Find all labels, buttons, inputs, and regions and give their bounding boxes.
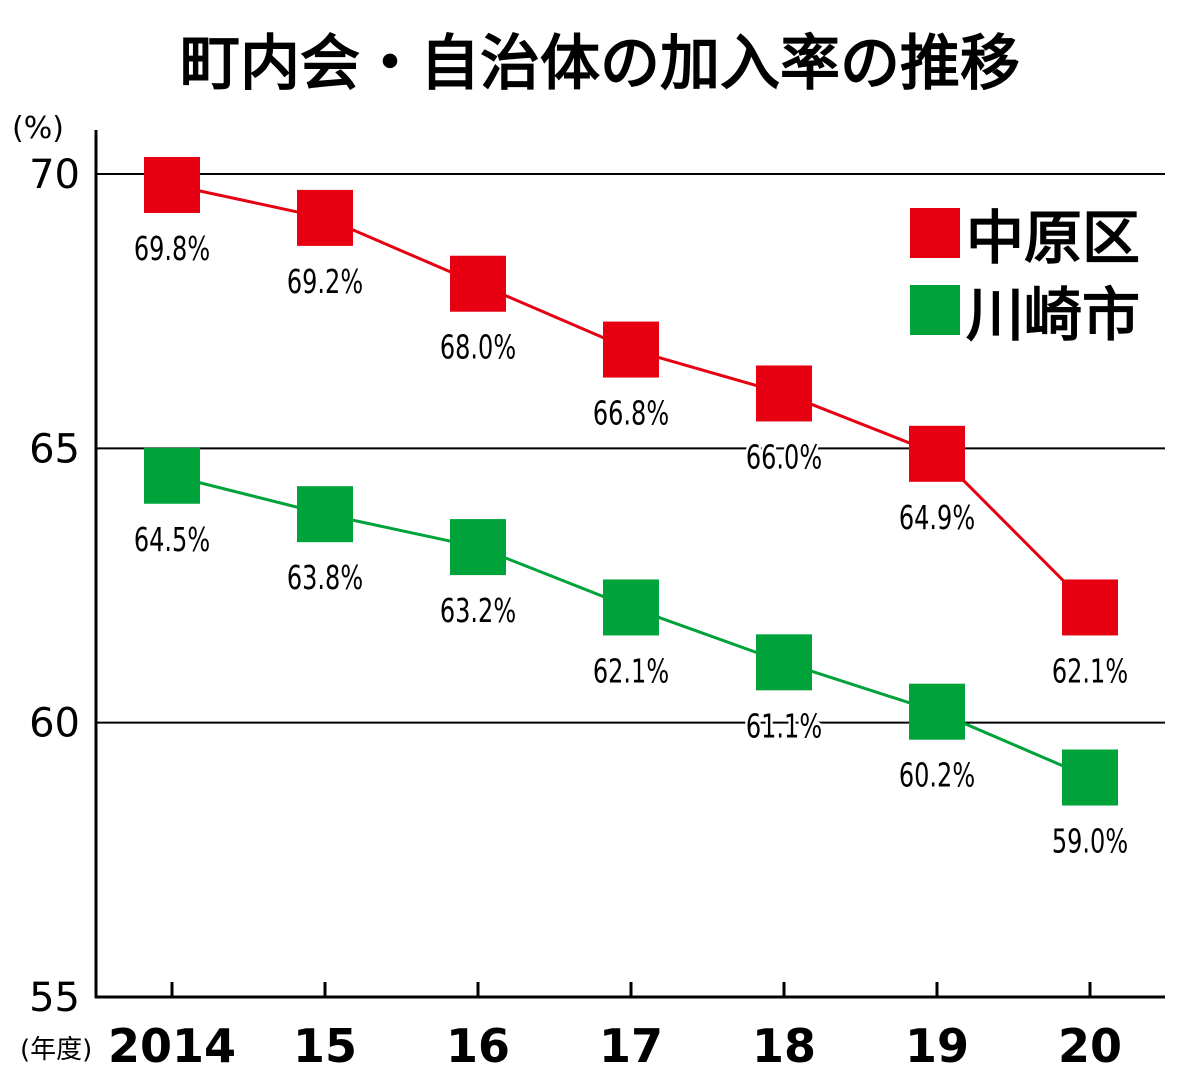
- data-point-marker: [144, 447, 200, 504]
- x-tick-label: 18: [752, 1019, 816, 1073]
- data-point-marker: [756, 365, 812, 422]
- x-tick-label: 2014: [108, 1019, 236, 1073]
- data-label: 66.8%: [593, 394, 669, 433]
- data-label: 60.2%: [899, 756, 975, 795]
- chart-title: 町内会・自治体の加入率の推移: [180, 29, 1020, 99]
- y-tick-label: 60: [29, 701, 80, 747]
- y-tick-label: 55: [29, 975, 80, 1021]
- data-label: 63.8%: [287, 558, 363, 597]
- y-tick-label: 70: [29, 152, 80, 198]
- y-axis-unit: (%): [12, 111, 64, 146]
- data-point-marker: [1062, 579, 1118, 636]
- legend-swatch: [910, 285, 960, 335]
- y-tick-label: 65: [29, 426, 80, 472]
- data-label: 64.5%: [134, 520, 210, 559]
- x-tick-label: 19: [905, 1019, 969, 1073]
- x-tick-label: 16: [446, 1019, 510, 1073]
- data-point-marker: [909, 425, 965, 482]
- data-label: 59.0%: [1052, 822, 1128, 861]
- data-point-marker: [297, 189, 353, 246]
- data-point-marker: [603, 579, 659, 636]
- data-label: 69.8%: [134, 229, 210, 268]
- data-label: 63.2%: [440, 591, 516, 630]
- data-point-marker: [450, 255, 506, 312]
- data-point-marker: [756, 634, 812, 691]
- x-tick-label: 15: [293, 1019, 357, 1073]
- data-point-marker: [1062, 749, 1118, 806]
- data-label: 62.1%: [593, 652, 669, 691]
- data-label: 69.2%: [287, 262, 363, 301]
- data-point-marker: [909, 683, 965, 740]
- data-point-marker: [297, 486, 353, 543]
- x-tick-label: 17: [599, 1019, 663, 1073]
- legend-label: 中原区: [966, 204, 1140, 272]
- legend-swatch: [910, 208, 960, 258]
- x-tick-label: 20: [1058, 1019, 1122, 1073]
- x-axis-unit: (年度): [20, 1035, 92, 1065]
- data-point-marker: [144, 156, 200, 213]
- data-label: 61.1%: [746, 706, 822, 745]
- legend-label: 川崎市: [966, 281, 1140, 349]
- data-label: 62.1%: [1052, 652, 1128, 691]
- data-point-marker: [603, 321, 659, 378]
- data-label: 68.0%: [440, 328, 516, 367]
- data-point-marker: [450, 519, 506, 576]
- data-label: 64.9%: [899, 498, 975, 537]
- data-label: 66.0%: [746, 438, 822, 477]
